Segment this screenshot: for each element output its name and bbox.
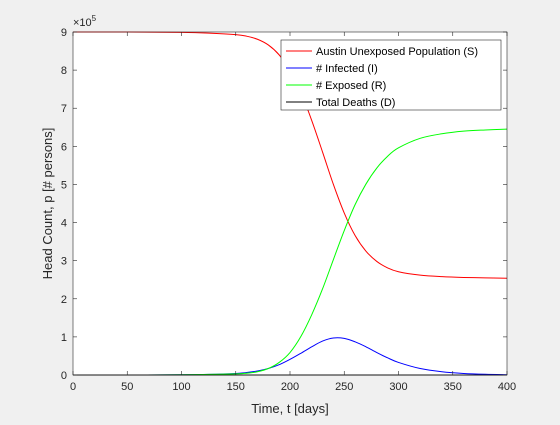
x-tick-label: 350: [444, 381, 462, 393]
y-tick-label: 2: [61, 294, 67, 306]
ticks-layer: 0 50 100 150 200 250 300 350 400 0 1 2 3 4 5 6 7 8 9: [61, 27, 516, 393]
x-tick-label: 150: [227, 381, 245, 393]
x-tick-label: 300: [389, 381, 407, 393]
y-tick-label: 1: [61, 332, 67, 344]
x-tick-label: 0: [70, 381, 76, 393]
legend-label-3: Total Deaths (D): [316, 97, 395, 109]
y-tick-label: 8: [61, 65, 67, 77]
legend-label-2: # Exposed (R): [316, 80, 386, 92]
y-tick-label: 9: [61, 27, 67, 39]
y-tick-label: 0: [61, 370, 67, 382]
y-tick-label: 4: [61, 218, 67, 230]
x-tick-label: 400: [498, 381, 516, 393]
legend: Austin Unexposed Population (S) # Infecte…: [280, 39, 502, 111]
y-exponent-label: ×105: [73, 14, 97, 29]
x-tick-label: 50: [121, 381, 133, 393]
x-tick-label: 100: [172, 381, 190, 393]
y-tick-label: 7: [61, 103, 67, 115]
y-tick-label: 6: [61, 141, 67, 153]
y-axis-title: Head Count, p [# persons]: [40, 128, 55, 280]
y-tick-label: 3: [61, 256, 67, 268]
x-axis-title: Time, t [days]: [251, 401, 329, 416]
legend-box: [280, 39, 502, 111]
x-tick-label: 250: [335, 381, 353, 393]
y-tick-label: 5: [61, 179, 67, 191]
legend-label-1: # Infected (I): [316, 63, 378, 75]
x-tick-label: 200: [281, 381, 299, 393]
legend-label-0: Austin Unexposed Population (S): [316, 46, 478, 58]
